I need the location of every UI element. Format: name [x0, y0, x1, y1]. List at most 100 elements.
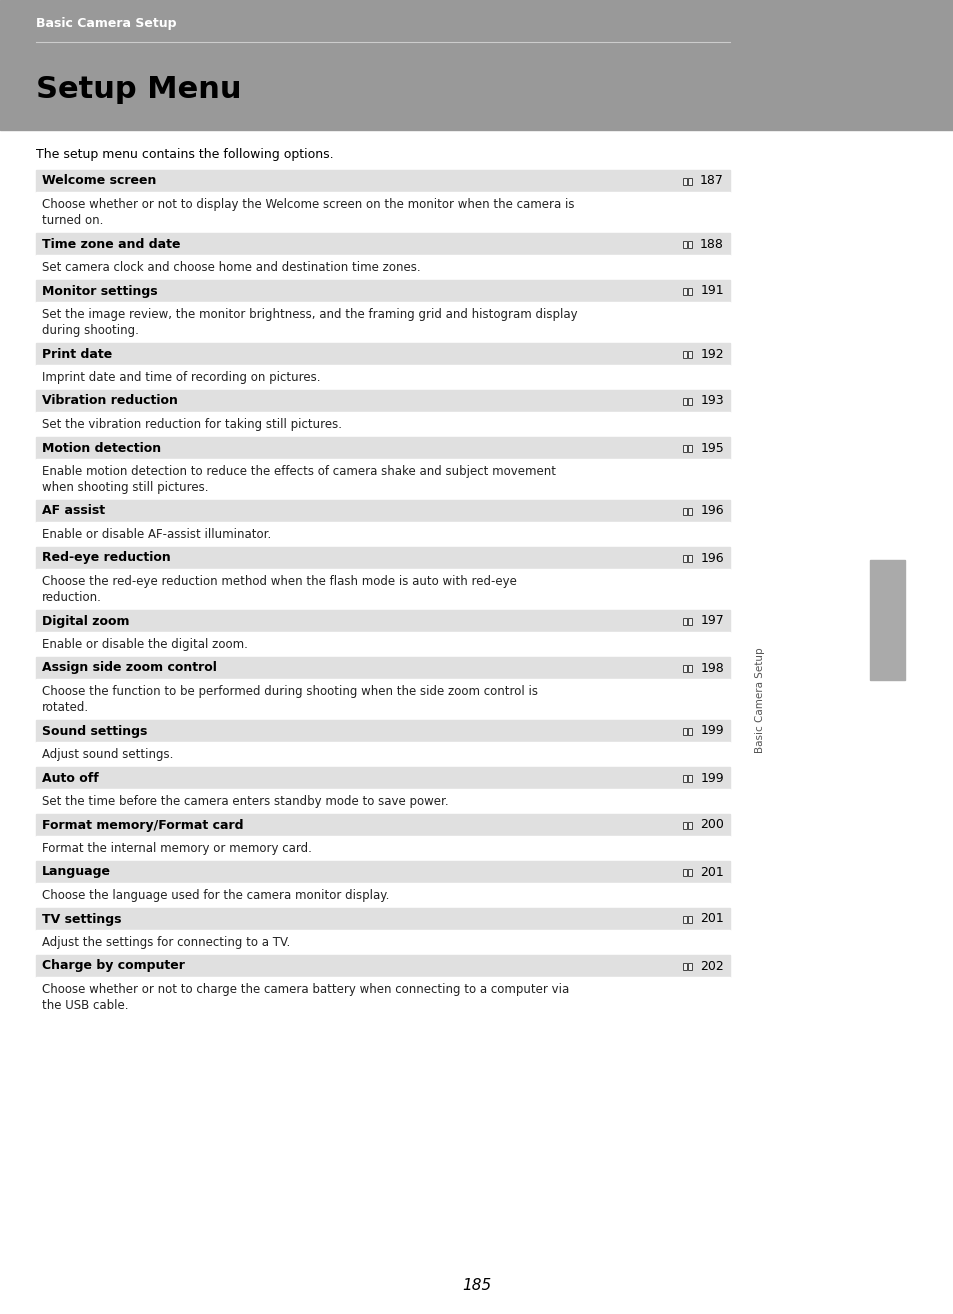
Bar	[682, 821, 686, 829]
Text: 185: 185	[462, 1277, 491, 1293]
Text: The setup menu contains the following options.: The setup menu contains the following op…	[36, 148, 334, 162]
Bar	[687, 774, 691, 782]
Text: Adjust sound settings.: Adjust sound settings.	[42, 748, 173, 761]
Text: Red-eye reduction: Red-eye reduction	[42, 552, 171, 565]
Bar	[36, 657, 729, 679]
Bar	[687, 869, 691, 875]
Bar	[36, 813, 729, 836]
Text: 187: 187	[700, 175, 723, 188]
Bar	[682, 240, 686, 247]
Text: Basic Camera Setup: Basic Camera Setup	[36, 17, 176, 29]
Bar	[687, 728, 691, 735]
Bar	[36, 522, 729, 547]
Bar	[682, 774, 686, 782]
Text: Imprint date and time of recording on pictures.: Imprint date and time of recording on pi…	[42, 371, 320, 384]
Bar	[682, 351, 686, 357]
Bar	[36, 569, 729, 610]
Bar	[682, 507, 686, 515]
Text: 199: 199	[700, 724, 723, 737]
Text: 200: 200	[700, 819, 723, 832]
Bar	[36, 255, 729, 280]
Text: 196: 196	[700, 505, 723, 518]
Text: 196: 196	[700, 552, 723, 565]
Text: Set the image review, the monitor brightness, and the framing grid and histogram: Set the image review, the monitor bright…	[42, 307, 577, 321]
Bar	[36, 836, 729, 861]
Bar	[682, 962, 686, 970]
Bar	[36, 170, 729, 192]
Text: 192: 192	[700, 347, 723, 360]
Bar	[36, 930, 729, 955]
Text: Choose the language used for the camera monitor display.: Choose the language used for the camera …	[42, 890, 389, 901]
Bar	[682, 288, 686, 294]
Bar	[36, 459, 729, 501]
Text: 188: 188	[700, 238, 723, 251]
Text: Adjust the settings for connecting to a TV.: Adjust the settings for connecting to a …	[42, 936, 290, 949]
Bar	[682, 177, 686, 184]
Bar	[682, 869, 686, 875]
Text: 201: 201	[700, 866, 723, 879]
Text: Welcome screen: Welcome screen	[42, 175, 156, 188]
Text: Motion detection: Motion detection	[42, 442, 161, 455]
Text: Monitor settings: Monitor settings	[42, 285, 157, 297]
Text: Choose whether or not to charge the camera battery when connecting to a computer: Choose whether or not to charge the came…	[42, 983, 569, 996]
Bar	[36, 610, 729, 632]
Bar	[36, 343, 729, 365]
Text: rotated.: rotated.	[42, 700, 89, 714]
Text: when shooting still pictures.: when shooting still pictures.	[42, 481, 209, 494]
Bar	[36, 720, 729, 742]
Text: Assign side zoom control: Assign side zoom control	[42, 661, 216, 674]
Bar	[36, 767, 729, 788]
Bar	[36, 233, 729, 255]
Bar	[36, 438, 729, 459]
Bar	[687, 962, 691, 970]
Bar	[36, 978, 729, 1018]
Bar	[36, 955, 729, 978]
Text: Basic Camera Setup: Basic Camera Setup	[754, 648, 764, 753]
Bar	[682, 555, 686, 561]
Bar	[687, 916, 691, 922]
Text: Choose the function to be performed during shooting when the side zoom control i: Choose the function to be performed duri…	[42, 685, 537, 698]
Bar	[687, 665, 691, 671]
Text: Choose whether or not to display the Welcome screen on the monitor when the came: Choose whether or not to display the Wel…	[42, 198, 574, 212]
Bar	[687, 821, 691, 829]
Bar	[36, 861, 729, 883]
Bar	[36, 365, 729, 390]
Text: 191: 191	[700, 285, 723, 297]
Bar	[36, 908, 729, 930]
Text: Set the time before the camera enters standby mode to save power.: Set the time before the camera enters st…	[42, 795, 448, 808]
Bar	[687, 240, 691, 247]
Text: TV settings: TV settings	[42, 912, 121, 925]
Bar	[687, 444, 691, 452]
Text: 201: 201	[700, 912, 723, 925]
Text: Language: Language	[42, 866, 111, 879]
Text: Format memory/Format card: Format memory/Format card	[42, 819, 243, 832]
Text: 197: 197	[700, 615, 723, 628]
Bar	[682, 916, 686, 922]
Bar	[682, 444, 686, 452]
Bar	[0, 0, 953, 130]
Text: Auto off: Auto off	[42, 771, 99, 784]
Bar	[687, 288, 691, 294]
Text: 193: 193	[700, 394, 723, 407]
Bar	[687, 555, 691, 561]
Bar	[869, 560, 904, 681]
Bar	[687, 507, 691, 515]
Text: AF assist: AF assist	[42, 505, 105, 518]
Bar	[682, 618, 686, 624]
Text: 195: 195	[700, 442, 723, 455]
Text: Print date: Print date	[42, 347, 112, 360]
Text: Charge by computer: Charge by computer	[42, 959, 185, 972]
Text: Sound settings: Sound settings	[42, 724, 147, 737]
Text: turned on.: turned on.	[42, 214, 103, 227]
Text: 202: 202	[700, 959, 723, 972]
Bar	[36, 742, 729, 767]
Text: Enable motion detection to reduce the effects of camera shake and subject moveme: Enable motion detection to reduce the ef…	[42, 465, 556, 478]
Bar	[682, 728, 686, 735]
Bar	[687, 177, 691, 184]
Text: Enable or disable the digital zoom.: Enable or disable the digital zoom.	[42, 639, 248, 650]
Text: Format the internal memory or memory card.: Format the internal memory or memory car…	[42, 842, 312, 855]
Bar	[36, 192, 729, 233]
Text: Digital zoom: Digital zoom	[42, 615, 130, 628]
Bar	[36, 280, 729, 302]
Bar	[36, 390, 729, 413]
